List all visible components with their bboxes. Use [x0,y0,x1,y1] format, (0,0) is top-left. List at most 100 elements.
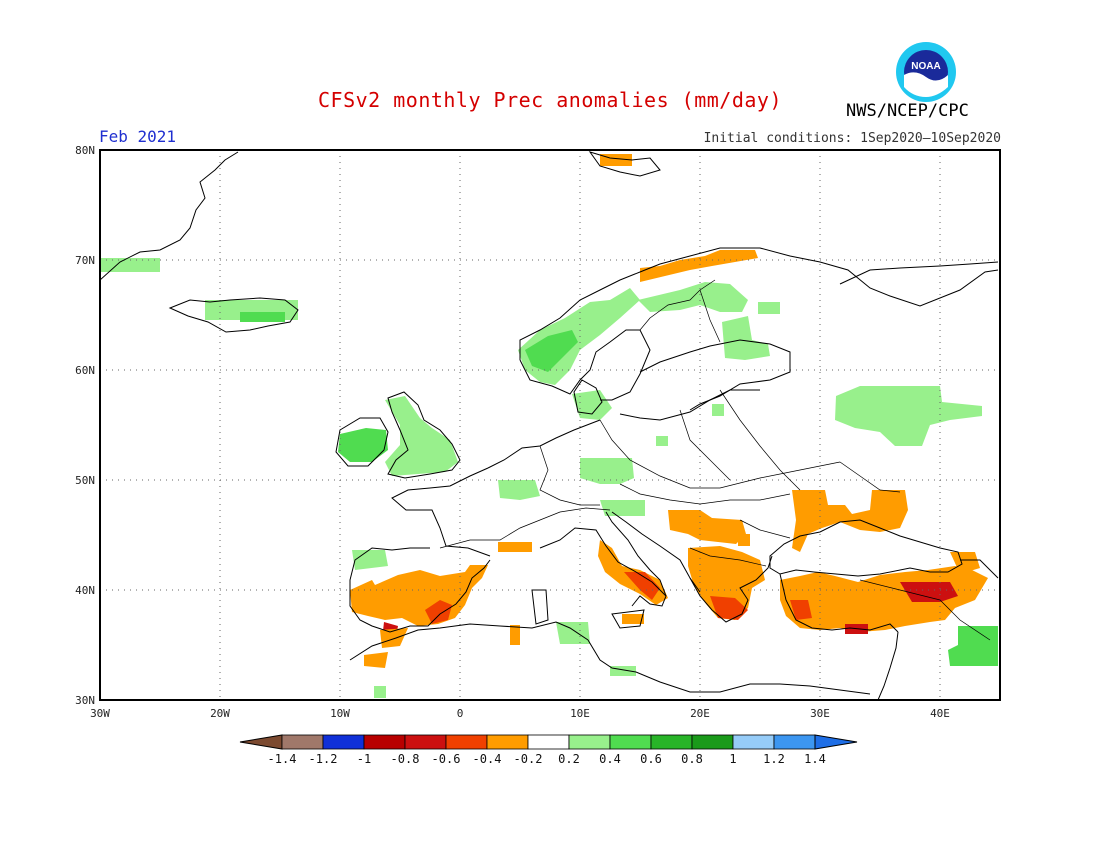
coast-iberia [349,547,491,633]
lat-tick-label: 80N [75,144,95,157]
anomaly-morocco-west [380,628,408,648]
coast-scandinavia [519,247,999,360]
colorbar-cell [691,734,734,750]
colorbar-cell [404,734,447,750]
colorbar-cell [486,734,529,750]
lon-tick-label: 30W [90,707,110,720]
colorbar-label: -0.8 [391,752,420,766]
colorbar-cell [650,734,693,750]
coast-caspian [960,559,999,579]
coast-levant [877,631,899,700]
colorbar-label: 1.2 [763,752,785,766]
colorbar-label: -0.2 [514,752,543,766]
colorbar-left-arrow [239,734,283,750]
organization-label: NWS/NCEP/CPC [846,101,969,121]
anomaly-layer [100,154,998,698]
initial-conditions: Initial conditions: 1Sep2020–10Sep2020 [703,131,1001,146]
anomaly-balkans-south [688,546,765,620]
colorbar-cell [609,734,652,750]
colorbar-cell [281,734,324,750]
lon-tick-label: 10W [330,707,350,720]
anomaly-finland [722,316,770,360]
colorbar-cell [527,734,570,750]
colorbar-label: 1.4 [804,752,826,766]
colorbar-label: -1.4 [268,752,297,766]
coastlines [100,151,999,700]
colorbar-label: -1.2 [309,752,338,766]
anomaly-germany [580,458,634,484]
borders [439,279,991,641]
anomaly-russia-west [835,386,982,446]
coast-denmark [573,379,603,415]
anomaly-finland-ne [758,302,780,314]
coast-blacksea [769,519,963,577]
lon-tick-label: 30E [810,707,830,720]
anomaly-caucasus [950,552,980,574]
lat-tick-label: 70N [75,254,95,267]
anomaly-sicily [622,614,644,624]
colorbar-label: 1 [729,752,736,766]
anomaly-greenland [100,258,160,272]
coast-greece [689,555,773,623]
anomaly-balkans-north [668,510,746,544]
colorbar-cell [732,734,775,750]
anomaly-britain [385,396,458,476]
colorbar-cell [363,734,406,750]
lon-tick-label: 20E [690,707,710,720]
colorbar-label: -1 [357,752,371,766]
anomaly-italy-red [624,572,660,600]
colorbar-cell [322,734,365,750]
chart-title: CFSv2 monthly Prec anomalies (mm/day) [317,88,783,112]
coast-britain [387,391,461,479]
colorbar-label: 0.4 [599,752,621,766]
anomaly-greece [710,596,748,620]
anomaly-iberia-southeast [350,565,488,626]
anomaly-morocco [364,652,388,668]
coast-greenland [100,151,239,281]
anomaly-morocco-south [374,686,386,698]
anomaly-middle-east [948,626,998,666]
anomaly-norway-core [525,330,578,372]
lon-tick-label: 40E [930,707,950,720]
lat-tick-label: 60N [75,364,95,377]
lon-tick-label: 0 [457,707,464,720]
forecast-month: Feb 2021 [99,127,177,146]
coast-north-africa [349,621,871,695]
anomaly-iceland-core [240,312,285,322]
coast-turkey-south [779,573,899,633]
map-frame [99,149,1001,701]
anomaly-poland-small [656,436,668,446]
lat-tick-label: 50N [75,474,95,487]
coast-italy [539,527,667,607]
anomaly-iberia-coast [425,600,452,624]
coast-ireland [335,417,389,467]
colorbar-cell [773,734,816,750]
colorbar-label: -0.6 [432,752,461,766]
coast-iceland [168,297,299,333]
coast-baltic-south [619,389,760,421]
noaa-logo-text: NOAA [911,61,940,72]
colorbar-label: 0.8 [681,752,703,766]
colorbar-cell [445,734,488,750]
coast-finland-gulf [639,339,791,411]
colorbar-cell [568,734,611,750]
graticule [100,150,1000,700]
anomaly-portugal-north [352,550,388,570]
anomaly-turkey-west [790,600,812,620]
anomaly-turkey-east [900,582,958,602]
coast-novaya-zemlya [839,261,999,285]
lon-tick-label: 20W [210,707,230,720]
anomaly-algeria-small [510,625,520,645]
coast-scandinavia-south [519,329,651,401]
coast-italy-east [605,511,667,597]
anomaly-sardinia-north [498,542,532,552]
colorbar-label: -0.4 [473,752,502,766]
colorbar-label: 0.2 [558,752,580,766]
coast-sardinia [531,589,549,625]
anomaly-norway-north [640,250,758,282]
anomaly-baltics [712,404,724,416]
axis-tick-labels: 30W 20W 10W 0 10E 20E 30E 40E 30N 40N 50N 60N 70N 80N [75,144,950,720]
anomaly-benelux [498,480,540,500]
